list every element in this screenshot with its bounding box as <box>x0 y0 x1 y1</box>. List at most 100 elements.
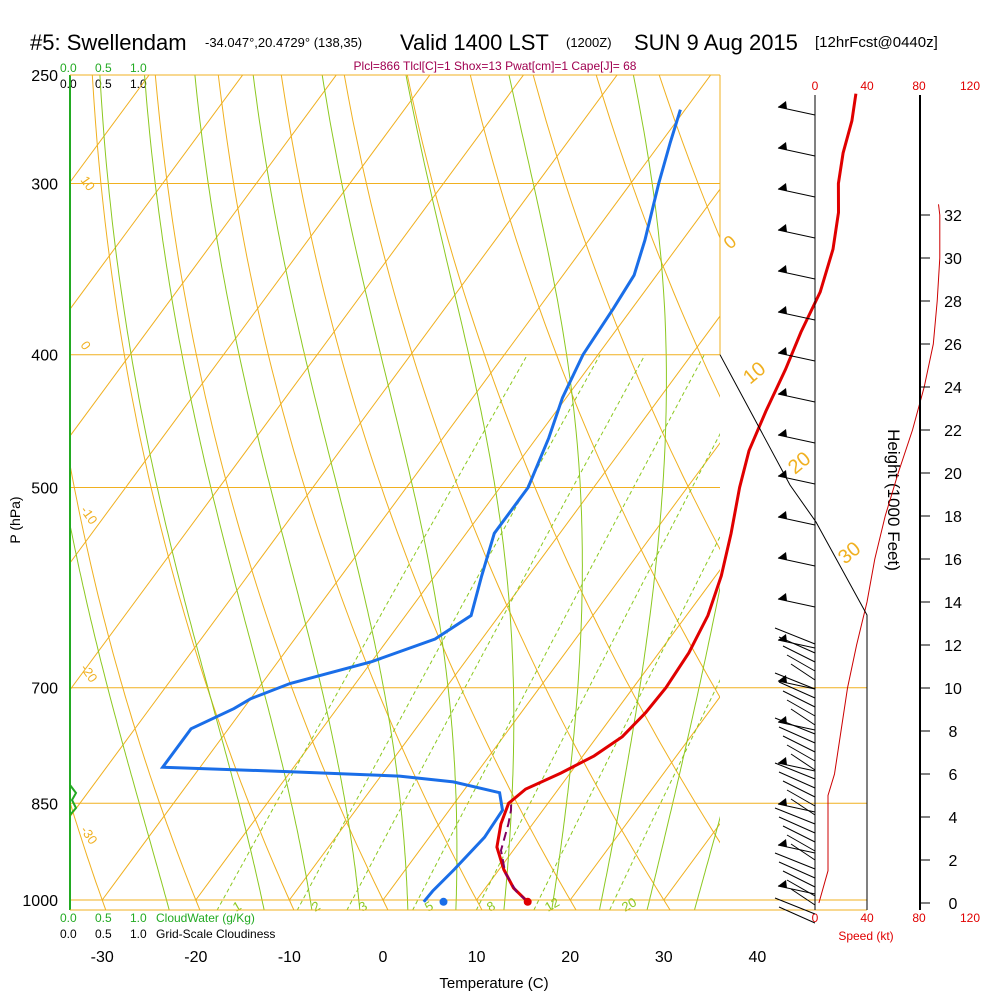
temp-tick-0: 0 <box>379 949 388 966</box>
temp-tick-30: 30 <box>655 949 673 966</box>
series-dewpoint <box>163 110 681 902</box>
wind-barb <box>791 664 815 680</box>
height-tick-30: 30 <box>944 251 962 268</box>
wind-barb <box>783 871 815 887</box>
isotherm-line <box>383 0 1000 900</box>
top-cloudwater-0: 0.0 <box>60 61 77 75</box>
moist-adiabat-line <box>141 25 315 929</box>
isotherm-line <box>102 0 808 900</box>
temp-tick--10: -10 <box>278 949 301 966</box>
bottom-cloudwater-0: 0.0 <box>60 911 77 925</box>
wind-barb <box>779 862 815 878</box>
height-tick-6: 6 <box>949 767 958 784</box>
speed-bottom-80: 80 <box>912 911 926 925</box>
mixing-ratio-label: 20 <box>619 894 639 914</box>
top-cloudiness-1: 0.5 <box>95 77 112 91</box>
wind-barb <box>787 880 815 896</box>
dry-adiabat-line <box>332 0 682 929</box>
forecast-label: [12hrFcst@0440z] <box>815 34 938 51</box>
speed-bottom-40: 40 <box>860 911 874 925</box>
temperature-line <box>497 94 856 902</box>
height-tick-14: 14 <box>944 595 962 612</box>
bottom-cloudiness-1: 0.5 <box>95 927 112 941</box>
pressure-tick-500: 500 <box>31 481 58 498</box>
height-tick-20: 20 <box>944 466 962 483</box>
dry-adiabat-label: 0 <box>78 338 94 353</box>
cloudiness-label: Grid-Scale Cloudiness <box>156 927 275 941</box>
pressure-tick-1000: 1000 <box>22 893 58 910</box>
speed-top-0: 0 <box>812 79 819 93</box>
temp-tick-40: 40 <box>749 949 767 966</box>
wind-barb <box>779 817 815 833</box>
dry-adiabat-line <box>28 0 207 929</box>
dry-adiabat-label: 10 <box>739 358 770 389</box>
moist-adiabat-line <box>315 25 457 929</box>
station-title: #5: Swellendam <box>30 30 187 55</box>
mixing-ratio-line <box>467 355 762 929</box>
speed-top-80: 80 <box>912 79 926 93</box>
wind-barb <box>779 907 815 923</box>
wind-barb <box>779 682 815 698</box>
height-tick-0: 0 <box>949 896 958 913</box>
wind-barb <box>779 637 815 653</box>
pressure-tick-250: 250 <box>31 68 58 85</box>
pressure-tick-300: 300 <box>31 177 58 194</box>
dry-adiabat-label: 20 <box>784 448 815 479</box>
dry-adiabat-label: 0 <box>720 231 741 253</box>
moist-adiabat-line <box>190 25 361 929</box>
top-cloudiness-0: 0.0 <box>60 77 77 91</box>
dry-adiabat-line <box>0 0 18 929</box>
dry-adiabat-line <box>818 0 1000 929</box>
valid-date: SUN 9 Aug 2015 <box>634 30 798 55</box>
isotherm-line <box>9 0 715 900</box>
dry-adiabat-line <box>939 0 1000 929</box>
moist-adiabat-line <box>21 25 174 929</box>
isotherm-line <box>0 0 528 900</box>
params-line: Plcl=866 Tlcl[C]=1 Shox=13 Pwat[cm]=1 Ca… <box>354 59 637 73</box>
pressure-tick-850: 850 <box>31 796 58 813</box>
dry-adiabat-label: 10 <box>78 173 99 193</box>
x-axis-label: Temperature (C) <box>439 975 548 992</box>
isotherm-line <box>664 0 1000 900</box>
wind-barb <box>783 781 815 797</box>
isotherm-line <box>851 0 1000 900</box>
speed-bottom-120: 120 <box>960 911 980 925</box>
wind-barb <box>787 655 815 671</box>
bottom-cloudwater-1: 0.5 <box>95 911 112 925</box>
isotherm-line <box>0 0 153 900</box>
wind-barb <box>791 799 815 815</box>
mixing-ratio-line <box>337 355 645 929</box>
station-coords: -34.047°,20.4729° (138,35) <box>205 35 362 50</box>
speed-top-120: 120 <box>960 79 980 93</box>
isotherm-line <box>757 0 1000 900</box>
wind-barb <box>783 826 815 842</box>
wind-barb <box>787 745 815 761</box>
height-tick-18: 18 <box>944 509 962 526</box>
wind-barb <box>791 754 815 770</box>
dewpoint-line <box>163 110 681 902</box>
dry-adiabat-label: -10 <box>78 503 101 527</box>
surface-temperature-marker <box>524 898 532 906</box>
temp-tick--30: -30 <box>91 949 114 966</box>
wind-barb <box>779 727 815 743</box>
series-temperature <box>497 94 856 902</box>
moist-adiabat-line <box>98 25 268 929</box>
moist-adiabat-line <box>247 25 408 929</box>
mixing-ratio-line <box>601 355 881 929</box>
top-cloudwater-2: 1.0 <box>130 61 147 75</box>
height-axis-label: Height (1000 Feet) <box>884 429 903 571</box>
moist-adiabat-line <box>596 25 667 929</box>
bottom-cloudiness-2: 1.0 <box>130 927 147 941</box>
mixing-ratio-label: 12 <box>542 894 562 914</box>
isotherm-line <box>477 0 1000 900</box>
wind-barb <box>783 646 815 662</box>
dry-adiabat-label: -20 <box>78 661 101 685</box>
isotherm-line <box>0 0 341 900</box>
height-tick-16: 16 <box>944 552 962 569</box>
surface-dewpoint-marker <box>440 898 448 906</box>
wind-barb <box>783 736 815 752</box>
mixing-ratio-line <box>525 355 814 929</box>
top-cloudwater-1: 0.5 <box>95 61 112 75</box>
